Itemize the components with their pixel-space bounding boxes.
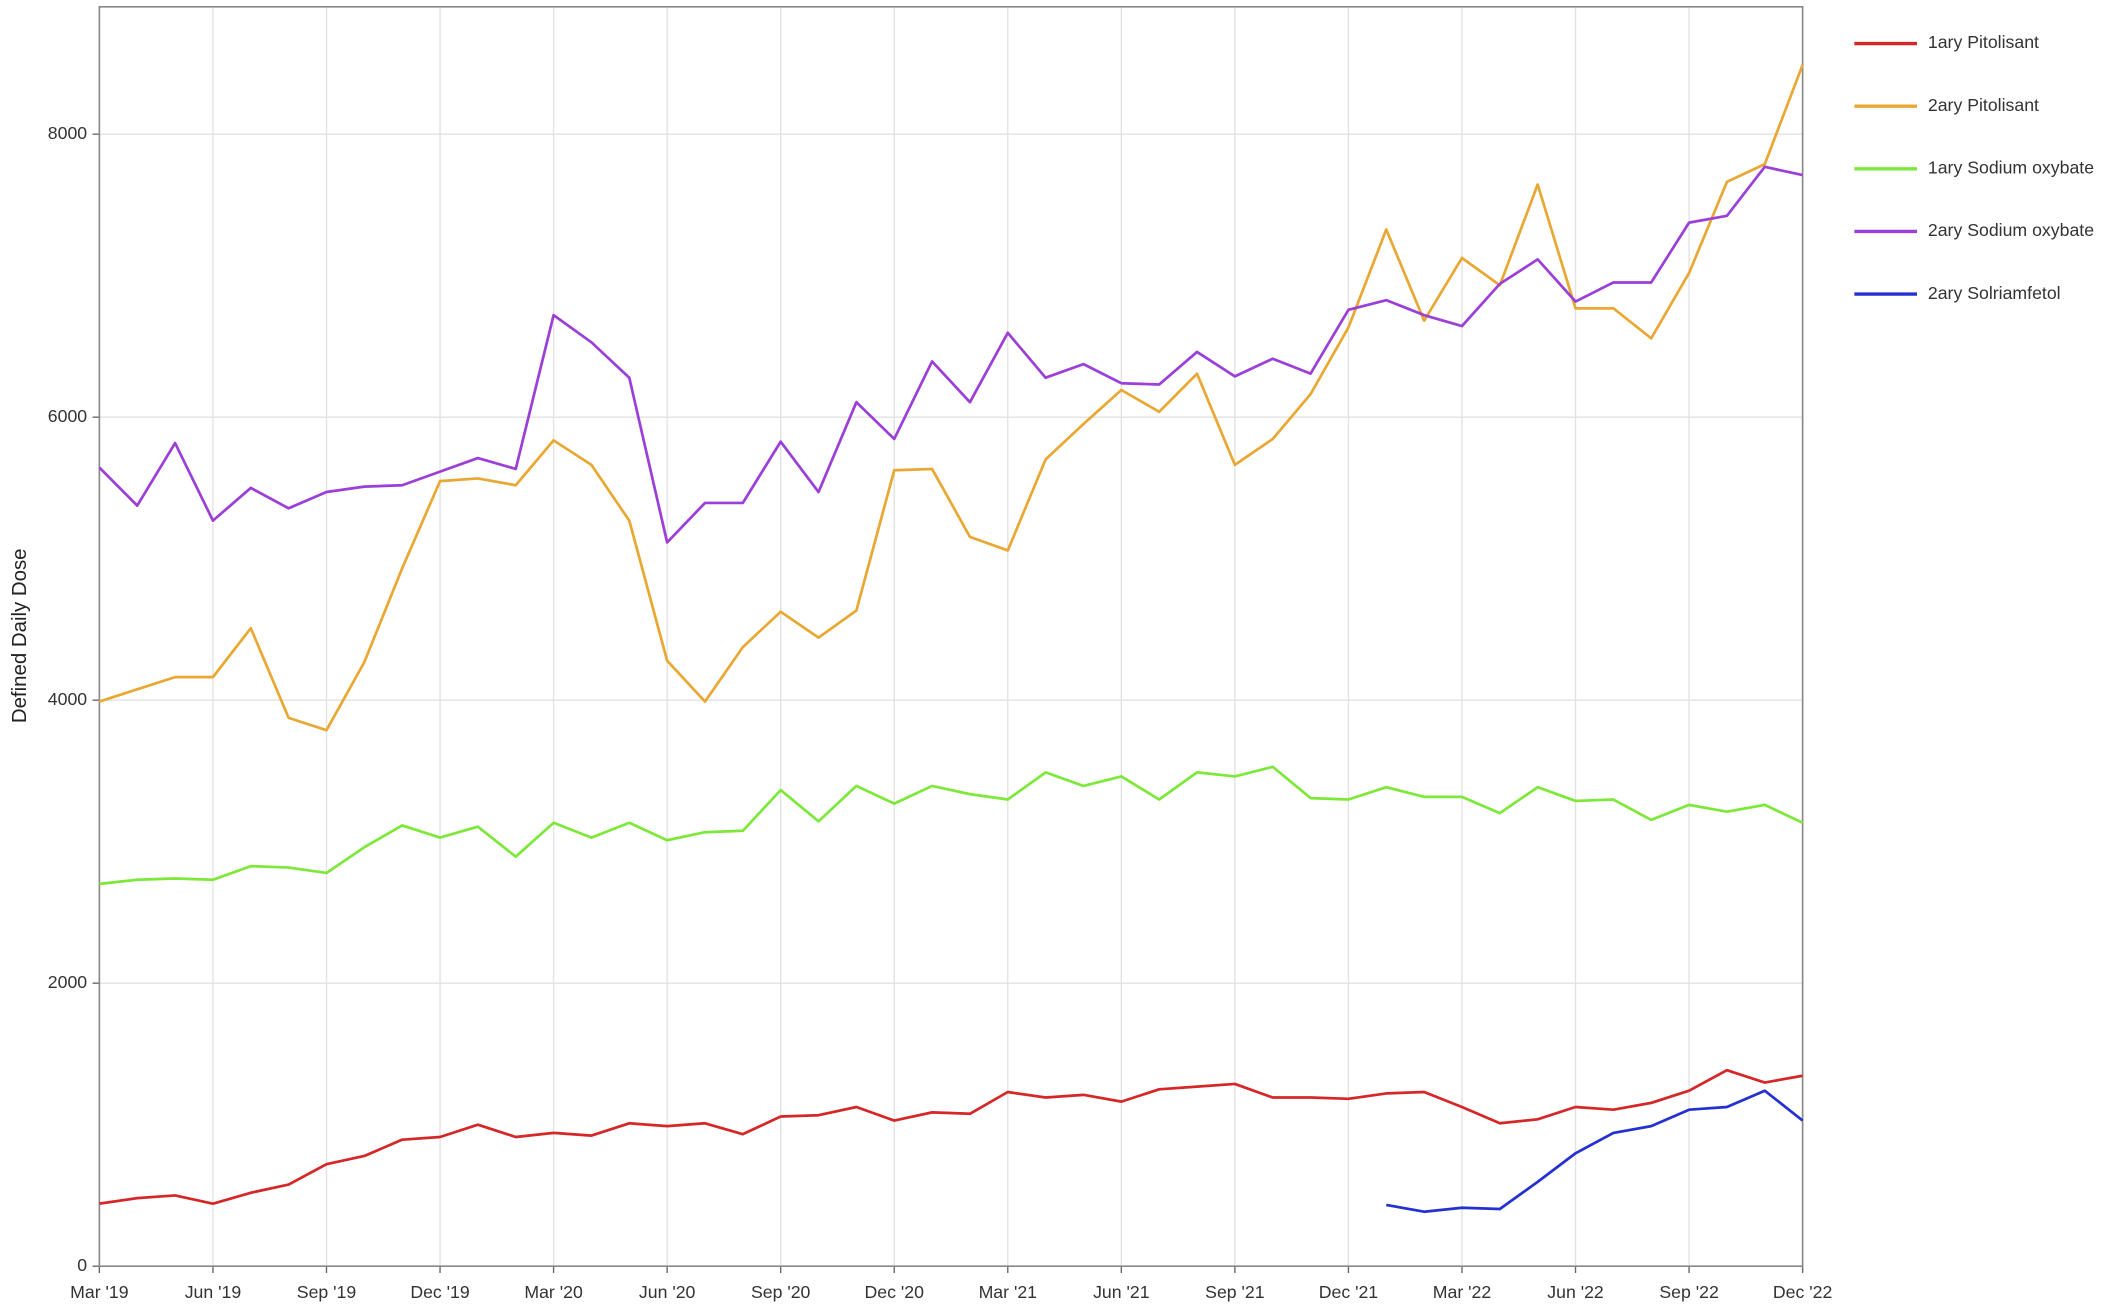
legend-label: 2ary Pitolisant	[1928, 95, 2039, 115]
x-tick-label: Mar '22	[1433, 1282, 1491, 1302]
series-line	[1386, 1089, 1804, 1214]
legend-label: 2ary Solriamfetol	[1928, 283, 2061, 303]
legend-label: 1ary Pitolisant	[1928, 32, 2039, 52]
y-axis-label: Defined Daily Dose	[9, 548, 31, 723]
x-tick-label: Jun '20	[639, 1282, 696, 1302]
x-tick-label: Sep '22	[1659, 1282, 1718, 1302]
x-tick-label: Jun '22	[1547, 1282, 1603, 1302]
plot-background	[99, 6, 1803, 1267]
series-line	[98, 165, 1803, 544]
legend-label: 1ary Sodium oxybate	[1928, 157, 2094, 177]
y-tick-label: 8000	[48, 123, 88, 143]
series-line	[99, 765, 1804, 886]
x-tick-label: Sep '21	[1205, 1282, 1264, 1302]
legend-label: 2ary Sodium oxybate	[1928, 220, 2094, 240]
series-line	[99, 1068, 1803, 1206]
y-tick-label: 0	[77, 1255, 87, 1275]
x-tick-label: Dec '22	[1773, 1282, 1832, 1302]
y-tick-label: 2000	[48, 972, 88, 992]
x-tick-label: Sep '20	[751, 1282, 811, 1302]
x-tick-label: Jun '19	[185, 1282, 241, 1302]
x-tick-label: Dec '20	[865, 1282, 925, 1302]
x-tick-label: Sep '19	[297, 1282, 356, 1302]
series-line	[98, 64, 1804, 732]
y-tick-label: 4000	[48, 689, 88, 709]
plot-frame	[98, 5, 1804, 1268]
x-tick-label: Jun '21	[1093, 1282, 1149, 1302]
chart-body: Defined Daily Dose 0 2000 4000 6000 8000 Mar …	[9, 5, 2094, 1302]
x-tick-label: Mar '21	[979, 1282, 1037, 1302]
x-tick-label: Mar '20	[524, 1282, 583, 1302]
x-tick-label: Mar '19	[70, 1282, 128, 1302]
y-tick-label: 6000	[48, 406, 88, 426]
x-tick-label: Dec '19	[410, 1282, 469, 1302]
x-tick-label: Dec '21	[1319, 1282, 1378, 1302]
